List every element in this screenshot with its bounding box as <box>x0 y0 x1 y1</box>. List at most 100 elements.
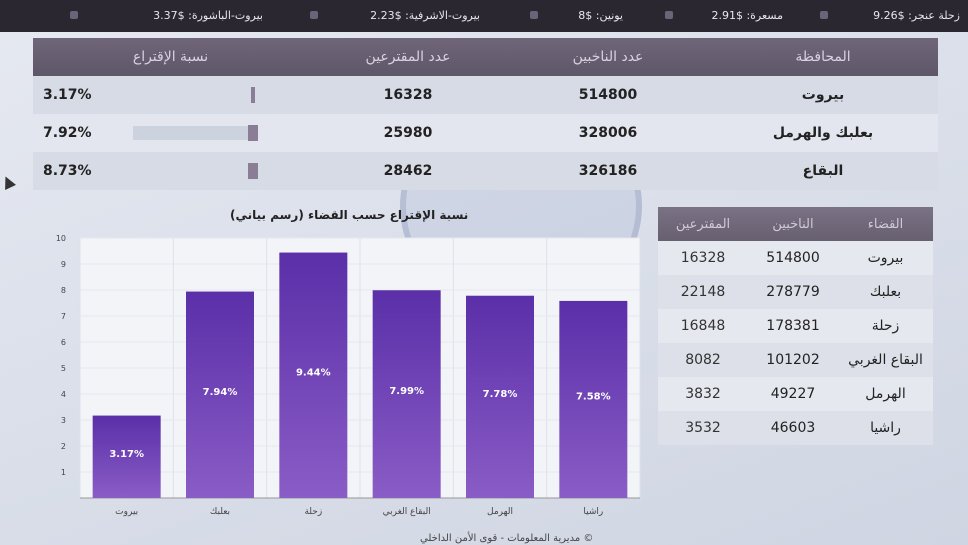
ticker-separator <box>310 11 318 19</box>
turnout-bar <box>101 164 253 178</box>
table-row: زحلة 178381 16848 <box>658 309 933 343</box>
y-tick-label: 10 <box>56 234 66 243</box>
ticker-item: زحلة عنجر: $9.26 <box>873 9 960 22</box>
chart-bar <box>559 300 628 498</box>
chart-bar <box>92 415 161 498</box>
turnout-cell: 8.73% <box>33 152 308 190</box>
governorate-name: بعلبك والهرمل <box>772 125 874 141</box>
table-row: البقاع 326186 28462 8.73% <box>33 152 938 190</box>
ballots-count: 16328 <box>680 250 726 266</box>
ticker-separator <box>530 11 538 19</box>
bar-value-label: 7.58% <box>576 391 611 402</box>
chart-title: نسبة الإقتراع حسب القضاء (رسم بياني) <box>230 208 469 222</box>
table-row: بيروت 514800 16328 <box>658 241 933 275</box>
voters-count: 514800 <box>578 87 638 103</box>
voters-count: 326186 <box>578 163 638 179</box>
ticker-item: مسعرة: $2.91 <box>711 9 783 22</box>
x-tick-label: الهرمل <box>487 507 513 517</box>
ballots-count: 16848 <box>680 318 726 334</box>
district-name: بعلبك <box>869 284 902 300</box>
y-tick-label: 3 <box>61 416 66 425</box>
bar-value-label: 7.99% <box>389 386 424 397</box>
turnout-cell: 3.17% <box>33 76 308 114</box>
voters-count: 514800 <box>766 250 820 266</box>
header-voters: الناخبين <box>772 216 814 232</box>
turnout-percent: 7.92% <box>43 125 92 141</box>
turnout-cell: 7.92% <box>33 114 308 152</box>
chart-bar <box>466 295 534 498</box>
header-ballots: عدد المقترعين <box>365 49 451 65</box>
chart-bar <box>186 291 254 498</box>
turnout-bar <box>132 126 253 140</box>
mouse-cursor-icon <box>0 174 16 190</box>
table-row: بعلبك والهرمل 328006 25980 7.92% <box>33 114 938 152</box>
ticker-item: بيروت-الاشرفية: $2.23 <box>370 9 480 22</box>
header-governorate: المحافظة <box>795 49 851 65</box>
header-turnout: نسبة الإقتراع <box>132 49 209 65</box>
district-table-header: القضاء الناخبين المقترعين <box>658 207 933 241</box>
ballots-count: 28462 <box>383 163 433 179</box>
ticker-separator <box>70 11 78 19</box>
y-tick-label: 4 <box>61 390 66 399</box>
turnout-bar-fill <box>251 87 255 103</box>
table-row: راشيا 46603 3532 <box>658 411 933 445</box>
governorate-table: المحافظة عدد الناخبين عدد المقترعين نسبة… <box>33 38 938 190</box>
chart-bar <box>279 252 348 498</box>
table-row: الهرمل 49227 3832 <box>658 377 933 411</box>
district-table: القضاء الناخبين المقترعين بيروت 514800 1… <box>658 207 933 445</box>
voters-count: 178381 <box>766 318 820 334</box>
voters-count: 278779 <box>766 284 820 300</box>
ballots-count: 8082 <box>685 352 721 368</box>
y-tick-label: 5 <box>61 364 66 373</box>
x-tick-label: راشيا <box>583 507 603 517</box>
bar-value-label: 9.44% <box>296 367 331 378</box>
table-row: بيروت 514800 16328 3.17% <box>33 76 938 114</box>
x-tick-label: بعلبك <box>210 507 230 517</box>
ticker-item: يونين: $8 <box>578 9 623 22</box>
y-tick-label: 9 <box>61 260 66 269</box>
turnout-bar-fill <box>248 163 258 179</box>
district-name: البقاع الغربي <box>848 352 923 368</box>
turnout-percent: 3.17% <box>43 87 92 103</box>
news-ticker: زحلة عنجر: $9.26 مسعرة: $2.91 يونين: $8 … <box>0 0 968 32</box>
turnout-bar-chart: 1 2 3 4 5 6 7 8 9 10 3.17% بيروت 7.94% بعلبك 9.44% زحلة… <box>56 234 641 517</box>
voters-count: 46603 <box>770 420 816 436</box>
y-tick-label: 7 <box>61 312 66 321</box>
y-tick-label: 2 <box>61 442 66 451</box>
y-tick-label: 8 <box>61 286 66 295</box>
governorate-name: البقاع <box>802 163 844 179</box>
ballots-count: 16328 <box>383 87 433 103</box>
ballots-count: 22148 <box>680 284 726 300</box>
table-row: البقاع الغربي 101202 8082 <box>658 343 933 377</box>
district-name: بيروت <box>867 250 904 266</box>
ticker-item: بيروت-الباشورة: $3.37 <box>153 9 263 22</box>
y-tick-label: 1 <box>61 468 66 477</box>
table-row: بعلبك 278779 22148 <box>658 275 933 309</box>
chart-bar <box>372 290 441 498</box>
governorate-table-header: المحافظة عدد الناخبين عدد المقترعين نسبة… <box>33 38 938 76</box>
turnout-bar <box>101 88 253 102</box>
voters-count: 101202 <box>766 352 820 368</box>
x-tick-label: زحلة <box>304 507 322 517</box>
governorate-name: بيروت <box>801 87 845 103</box>
bar-value-label: 7.94% <box>203 387 238 398</box>
header-ballots: المقترعين <box>675 216 731 232</box>
ticker-separator <box>665 11 673 19</box>
ballots-count: 25980 <box>383 125 433 141</box>
header-district: القضاء <box>867 216 904 232</box>
ballots-count: 3832 <box>685 386 721 402</box>
turnout-bar-fill <box>248 125 258 141</box>
turnout-percent: 8.73% <box>43 163 92 179</box>
bar-value-label: 7.78% <box>483 389 518 400</box>
bar-value-label: 3.17% <box>109 449 144 460</box>
ticker-separator <box>820 11 828 19</box>
district-name: الهرمل <box>865 386 906 402</box>
x-tick-label: بيروت <box>115 507 138 517</box>
x-tick-label: البقاع الغربي <box>383 507 431 517</box>
y-tick-label: 6 <box>61 338 66 347</box>
copyright-footer: © مديرية المعلومات - قوى الأمن الداخلي <box>420 533 594 544</box>
ballots-count: 3532 <box>685 420 721 436</box>
voters-count: 328006 <box>578 125 638 141</box>
district-name: زحلة <box>871 318 900 334</box>
district-name: راشيا <box>870 420 901 436</box>
